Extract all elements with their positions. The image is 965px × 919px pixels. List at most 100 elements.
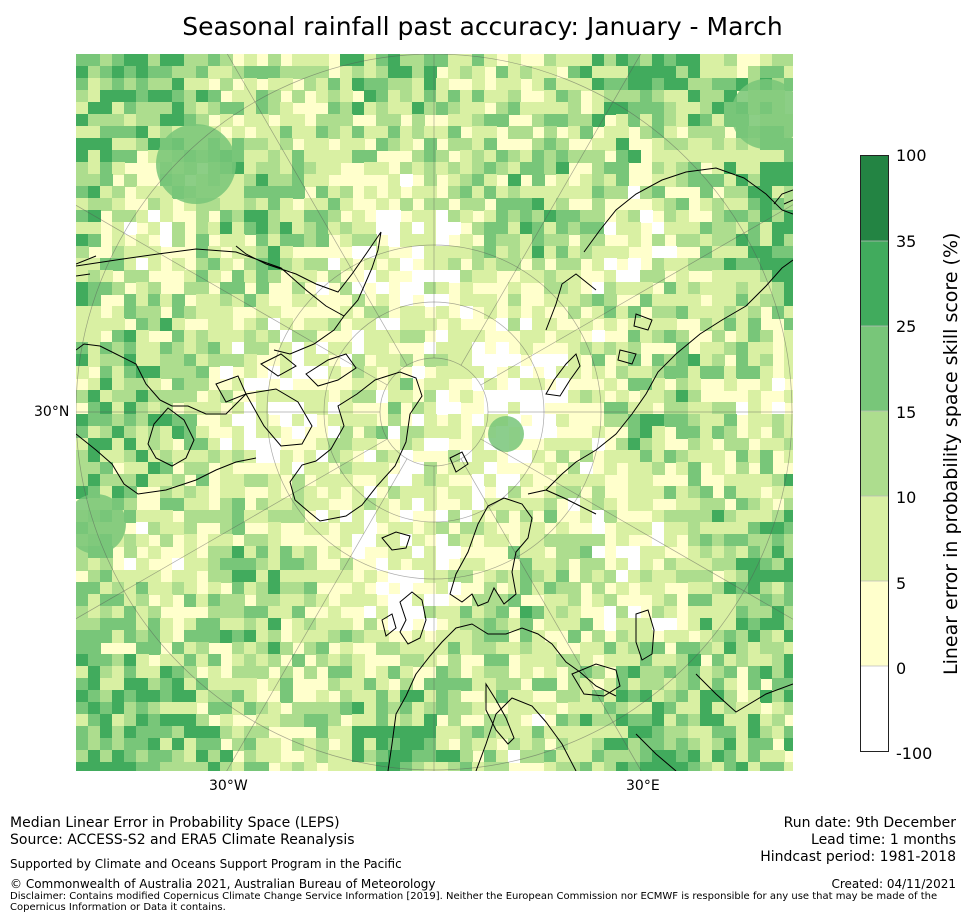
skill-cell [484, 294, 497, 307]
skill-cell [208, 222, 221, 235]
skill-cell [532, 726, 545, 739]
skill-cell [148, 702, 161, 715]
skill-cell [160, 582, 173, 595]
skill-cell [484, 390, 497, 403]
skill-cell [424, 318, 437, 331]
skill-cell [256, 186, 269, 199]
skill-cell [712, 174, 725, 187]
skill-cell [652, 426, 665, 439]
skill-cell [172, 234, 185, 247]
skill-cell [664, 294, 677, 307]
skill-cell [484, 138, 497, 151]
skill-cell [124, 714, 137, 727]
skill-cell [172, 414, 185, 427]
skill-cell [148, 54, 161, 67]
skill-cell [220, 594, 233, 607]
skill-cell [436, 378, 449, 391]
skill-cell [124, 390, 137, 403]
skill-cell [196, 510, 209, 523]
skill-cell [460, 726, 473, 739]
skill-cell [724, 222, 737, 235]
skill-cell [784, 438, 793, 451]
skill-cell [736, 270, 749, 283]
skill-cell [100, 630, 113, 643]
skill-cell [292, 162, 305, 175]
skill-cell [748, 726, 761, 739]
skill-cell [376, 750, 389, 763]
meridian-line [480, 438, 793, 620]
skill-cell [304, 522, 317, 535]
skill-cell [520, 66, 533, 79]
skill-cell [364, 342, 377, 355]
skill-cell [280, 546, 293, 559]
skill-cell [352, 366, 365, 379]
skill-cell [664, 654, 677, 667]
skill-cell [496, 162, 509, 175]
skill-cell [676, 174, 689, 187]
skill-cell [748, 702, 761, 715]
skill-cell [472, 174, 485, 187]
skill-cell [700, 150, 713, 163]
skill-cell [160, 630, 173, 643]
skill-cell [520, 750, 533, 763]
skill-cell [736, 174, 749, 187]
skill-cell [244, 546, 257, 559]
skill-cell [652, 378, 665, 391]
skill-cell [256, 138, 269, 151]
skill-cell [268, 210, 281, 223]
skill-cell [436, 666, 449, 679]
skill-cell [364, 498, 377, 511]
skill-cell [724, 78, 737, 91]
skill-cell [424, 102, 437, 115]
skill-cell [184, 558, 197, 571]
skill-cell [472, 414, 485, 427]
skill-cell [640, 114, 653, 127]
skill-cell [496, 534, 509, 547]
skill-cell [388, 102, 401, 115]
skill-cell [592, 174, 605, 187]
skill-cell [244, 186, 257, 199]
skill-cell [76, 174, 89, 187]
skill-cell [196, 654, 209, 667]
skill-cell [448, 750, 461, 763]
skill-cell [688, 558, 701, 571]
skill-cell [592, 66, 605, 79]
skill-cell [136, 282, 149, 295]
skill-cell [568, 546, 581, 559]
skill-cell [88, 702, 101, 715]
skill-cell [664, 366, 677, 379]
skill-cell [232, 378, 245, 391]
skill-cell [220, 210, 233, 223]
skill-cell [280, 714, 293, 727]
skill-cell [316, 234, 329, 247]
skill-cell [676, 690, 689, 703]
skill-cell [676, 666, 689, 679]
skill-cell [148, 318, 161, 331]
skill-cell [304, 198, 317, 211]
skill-cell [196, 450, 209, 463]
skill-cell [280, 246, 293, 259]
skill-cell [580, 762, 593, 771]
skill-cell [376, 306, 389, 319]
skill-cell [496, 318, 509, 331]
skill-cell [112, 258, 125, 271]
skill-cell [268, 390, 281, 403]
skill-cell [196, 462, 209, 475]
skill-cell [148, 342, 161, 355]
skill-cell [184, 450, 197, 463]
skill-cell [544, 366, 557, 379]
skill-cell [184, 702, 197, 715]
skill-cell [100, 714, 113, 727]
skill-cell [556, 558, 569, 571]
skill-cell [232, 582, 245, 595]
skill-cell [700, 582, 713, 595]
skill-cell [652, 738, 665, 751]
skill-cell [112, 570, 125, 583]
skill-cell [724, 474, 737, 487]
skill-cell [760, 546, 773, 559]
skill-cell [592, 702, 605, 715]
skill-cell [772, 570, 785, 583]
skill-cell [160, 222, 173, 235]
skill-cell [748, 282, 761, 295]
skill-cell [580, 210, 593, 223]
